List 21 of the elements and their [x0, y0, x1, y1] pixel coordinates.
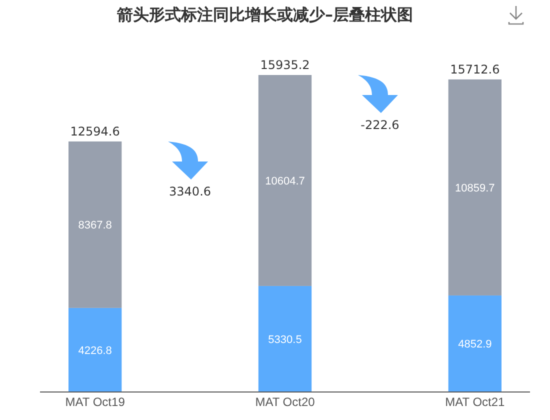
x-tick-label: MAT Oct21: [445, 394, 506, 409]
total-label: 15712.6: [450, 62, 500, 76]
x-tick-label: MAT Oct19: [65, 394, 126, 409]
x-tick-label: MAT Oct20: [255, 394, 316, 409]
data-label: 10604.7: [265, 175, 305, 188]
bar: [68, 308, 122, 392]
data-label: 8367.8: [78, 220, 112, 232]
data-label: 5330.5: [268, 334, 302, 346]
bar: [258, 75, 312, 286]
chart-title: 箭头形式标注同比增长或减少–层叠柱状图: [116, 5, 413, 24]
data-label: 10859.7: [455, 182, 495, 194]
bar: [258, 286, 312, 392]
data-label: 4226.8: [78, 344, 112, 357]
bar: [68, 141, 122, 308]
bar: [448, 79, 502, 296]
data-label: 4852.9: [458, 338, 492, 351]
total-label: 12594.6: [70, 124, 120, 138]
annotation: -222.6: [360, 118, 400, 132]
total-label: 15935.2: [260, 58, 310, 72]
annotation: 3340.6: [169, 184, 212, 198]
bar: [448, 295, 502, 392]
